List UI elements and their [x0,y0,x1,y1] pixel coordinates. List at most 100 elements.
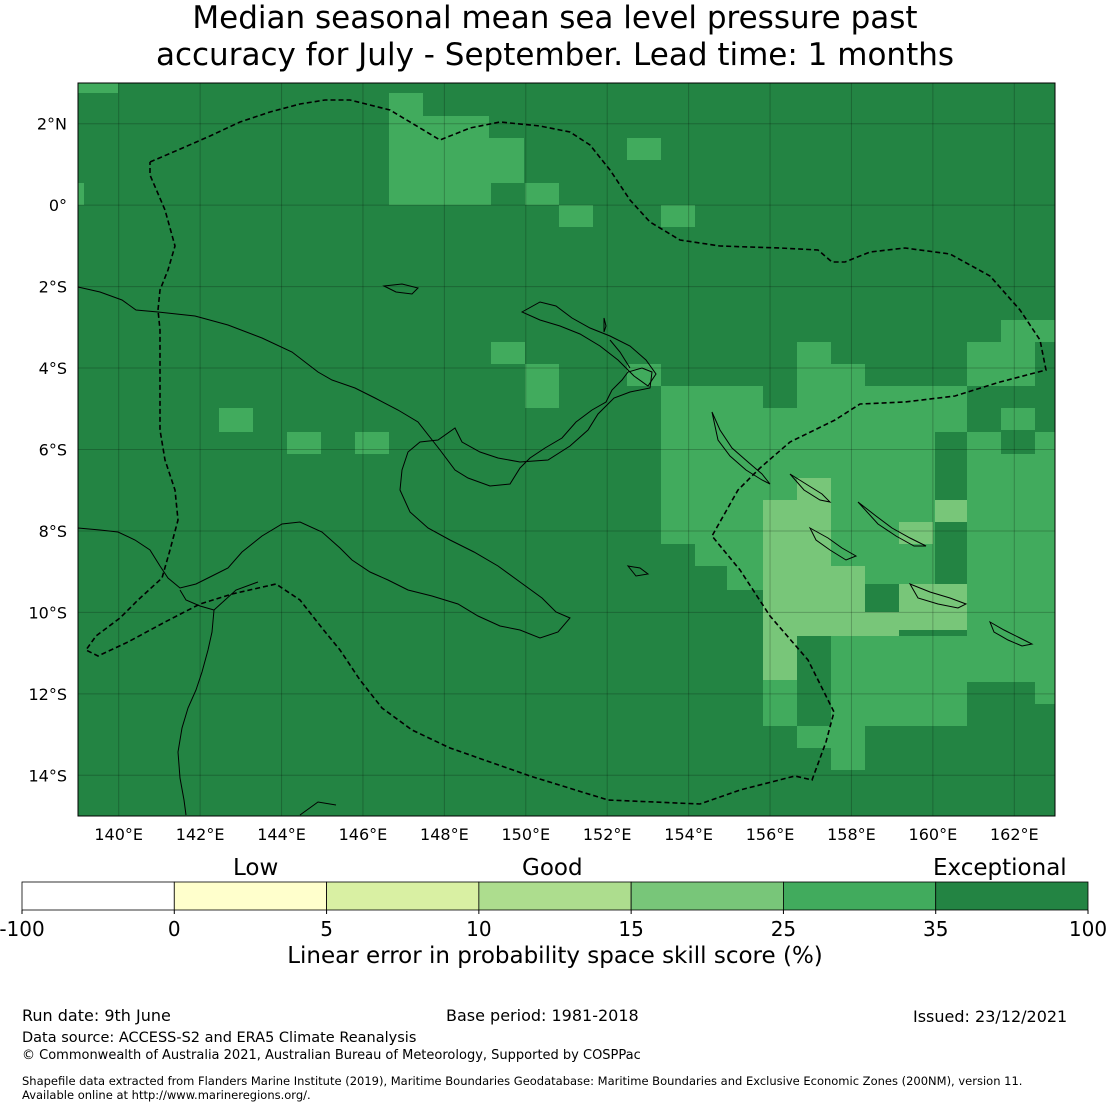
colorbar-box [326,881,480,911]
title-line-2: accuracy for July - September. Lead time… [155,37,955,73]
colorbar-category-low: Low [233,855,279,881]
colorbar-tick-label: 15 [618,917,643,940]
skill-cell [831,566,865,636]
skill-cell [797,726,831,748]
colorbar: -100 0 5 10 15 25 35 100 [0,881,1107,940]
longitude-tick-label: 140°E [94,825,143,844]
latitude-tick-label: 2°S [39,278,67,297]
longitude-tick-label: 150°E [501,825,550,844]
malaita-coast [857,501,927,547]
skill-cell [389,116,489,138]
skill-cell [831,364,865,500]
skill-cell [389,93,423,116]
skill-score-map: 140°E 142°E 144°E 146°E 148°E 150°E 152°E 154°E… [28,82,1056,844]
colorbar-category-good: Good [522,855,583,881]
skill-cells [78,83,1055,816]
colorbar-ticks: -100 0 5 10 15 25 35 100 [0,910,1107,940]
latitude-tick-label: 0° [49,196,67,215]
skill-cell [627,138,661,160]
new-guinea-coast [77,286,653,639]
skill-cell [899,522,933,544]
skill-cell [78,183,84,205]
new-ireland-coast [603,317,631,369]
skill-cell [1035,682,1055,704]
longitude-labels: 140°E 142°E 144°E 146°E 148°E 150°E 152°E 154°E… [94,825,1038,844]
skill-cell [763,680,797,726]
skill-cell [967,704,1001,748]
latitude-tick-label: 8°S [39,522,67,541]
map-frame [77,82,1056,817]
graticule [78,83,1055,816]
colorbar-caption: Linear error in probability space skill … [287,943,823,969]
skill-cell [797,342,831,500]
colorbar-tick-label: 10 [466,917,491,940]
skill-cell [1035,704,1055,816]
woodlark-coast [626,565,650,577]
colorbar-tick-label: 100 [1069,917,1107,940]
australia-coast [177,581,337,816]
skill-cell [525,183,559,205]
colorbar-boxes [21,881,1089,911]
skill-cell [491,342,525,364]
longitude-tick-label: 152°E [583,825,632,844]
skill-cell [1035,320,1055,342]
colorbar-tick-label: 0 [168,917,181,940]
skill-cell [1001,682,1035,748]
longitude-tick-label: 158°E [827,825,876,844]
skill-cell [763,500,797,680]
skill-cell [78,83,118,93]
colorbar-box [935,881,1089,911]
latitude-tick-label: 14°S [28,766,67,785]
base-period: Base period: 1981-2018 [446,1006,639,1025]
skill-cell [865,636,967,726]
skill-cell [763,408,797,500]
colorbar-tick-label: -100 [0,917,45,940]
colorbar-tick-label: 5 [320,917,333,940]
colorbar-box [173,881,327,911]
skill-cell [967,432,1055,682]
longitude-tick-label: 162°E [990,825,1039,844]
skill-cell [219,408,253,432]
map-title: Median seasonal mean sea level pressure … [0,0,1110,74]
skill-cell [899,584,967,630]
guadalcanal-coast [908,583,968,609]
skill-cell [1001,432,1035,454]
skill-cell [355,432,389,454]
latitude-tick-label: 10°S [28,603,67,622]
skill-cell [695,386,763,566]
latitude-tick-label: 4°S [39,359,67,378]
run-date: Run date: 9th June [22,1006,171,1025]
issued-date: Issued: 23/12/2021 [913,1007,1068,1026]
latitude-tick-label: 12°S [28,685,67,704]
colorbar-box [478,881,632,911]
skill-cell [967,342,1001,386]
colorbar-box [783,881,937,911]
latitude-labels: 2°N 0° 2°S 4°S 6°S 8°S 10°S 12°S 14°S [28,115,67,786]
copyright: © Commonwealth of Australia 2021, Austra… [22,1048,641,1063]
skill-cell [865,386,935,500]
colorbar-category-exceptional: Exceptional [933,855,1067,881]
skill-cell [865,612,899,636]
skill-cell [831,748,865,770]
skill-cell [287,432,321,454]
new-georgia-coast [808,526,858,561]
latitude-tick-label: 6°S [39,441,67,460]
skill-cell [389,183,491,205]
colorbar-box [630,881,784,911]
longitude-tick-label: 148°E [420,825,469,844]
skill-cell [797,500,831,636]
skill-cell [1001,408,1035,430]
eez-boundary [84,99,1047,805]
skill-cell [661,205,695,227]
makira-coast [989,620,1034,647]
skill-cell [935,386,967,432]
shapefile-credit-line-1: Shapefile data extracted from Flanders M… [22,1074,1023,1088]
santa-isabel-coast [789,473,832,503]
shapefile-credit-line-2: Available online at http://www.marinereg… [22,1088,311,1102]
skill-cell [661,386,695,544]
colorbar-tick-label: 35 [923,917,948,940]
longitude-tick-label: 144°E [257,825,306,844]
skill-cell [1001,320,1035,386]
longitude-tick-label: 156°E [746,825,795,844]
latitude-tick-label: 2°N [37,115,67,134]
